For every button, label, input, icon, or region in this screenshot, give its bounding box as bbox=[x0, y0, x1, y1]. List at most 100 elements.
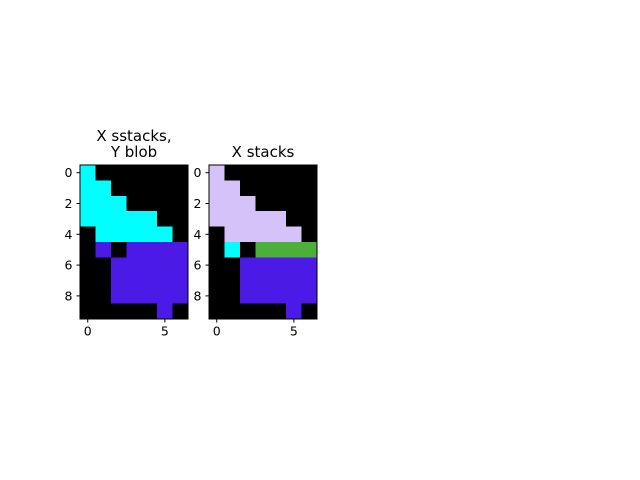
heatmap-cell bbox=[95, 195, 112, 212]
heatmap-cell bbox=[209, 180, 225, 197]
heatmap-cell bbox=[95, 180, 112, 197]
heatmap-cell bbox=[255, 226, 272, 243]
heatmap-cell bbox=[141, 180, 158, 197]
heatmap-cell bbox=[209, 165, 225, 181]
y-tick-label: 8 bbox=[65, 288, 73, 303]
heatmap-cell bbox=[172, 257, 189, 274]
heatmap-cell bbox=[301, 242, 318, 258]
heatmap-cell bbox=[172, 303, 189, 320]
heatmap-cell bbox=[95, 211, 112, 227]
y-tick-label: 6 bbox=[194, 258, 202, 273]
heatmap-cell bbox=[172, 180, 189, 197]
heatmap-cell bbox=[255, 165, 272, 181]
heatmap-cell bbox=[172, 195, 189, 212]
x-tick-label: 5 bbox=[290, 324, 298, 339]
heatmap-cell bbox=[172, 242, 189, 258]
heatmap-cell bbox=[126, 165, 143, 181]
heatmap-cell bbox=[224, 165, 241, 181]
heatmap-cell bbox=[126, 242, 143, 258]
heatmap-cell bbox=[239, 211, 256, 227]
heatmap-cell bbox=[255, 180, 272, 197]
heatmap-cell bbox=[286, 242, 302, 258]
heatmap-cell bbox=[95, 272, 112, 289]
heatmap-cell bbox=[224, 272, 241, 289]
heatmap-cell bbox=[95, 242, 112, 258]
y-tick-label: 8 bbox=[194, 288, 202, 303]
heatmap-cell bbox=[286, 165, 302, 181]
heatmap-cell bbox=[80, 303, 96, 320]
heatmap-cell bbox=[270, 257, 287, 274]
heatmap-cell bbox=[239, 288, 256, 304]
heatmap-cells bbox=[80, 165, 189, 320]
heatmap-cell bbox=[157, 195, 173, 212]
y-tick-label: 0 bbox=[194, 165, 202, 180]
heatmap-cell bbox=[209, 211, 225, 227]
chart-title-line: Y blob bbox=[110, 143, 157, 161]
heatmap-cell bbox=[209, 303, 225, 320]
heatmap-cell bbox=[239, 303, 256, 320]
heatmap-cell bbox=[301, 165, 318, 181]
heatmap-cell bbox=[270, 226, 287, 243]
heatmap-cell bbox=[301, 180, 318, 197]
heatmap-cell bbox=[157, 288, 173, 304]
x-tick-label: 0 bbox=[213, 324, 221, 339]
heatmap-cell bbox=[286, 211, 302, 227]
heatmap-cell bbox=[224, 288, 241, 304]
heatmap-panel-2: 0 5 0 2 4 6 8 X stacks bbox=[194, 143, 318, 339]
heatmap-cell bbox=[255, 195, 272, 212]
heatmap-cell bbox=[157, 180, 173, 197]
heatmap-cell bbox=[239, 180, 256, 197]
heatmap-cell bbox=[141, 242, 158, 258]
heatmap-cell bbox=[141, 195, 158, 212]
heatmap-cell bbox=[126, 180, 143, 197]
heatmap-cell bbox=[301, 303, 318, 320]
heatmap-cell bbox=[141, 211, 158, 227]
heatmap-cell bbox=[110, 272, 127, 289]
heatmap-cell bbox=[110, 195, 127, 212]
heatmap-cell bbox=[126, 226, 143, 243]
heatmap-cell bbox=[239, 257, 256, 274]
heatmap-cell bbox=[209, 272, 225, 289]
heatmap-cell bbox=[110, 226, 127, 243]
heatmap-cell bbox=[80, 165, 96, 181]
heatmap-cell bbox=[95, 303, 112, 320]
heatmap-cell bbox=[209, 257, 225, 274]
heatmap-cell bbox=[110, 211, 127, 227]
heatmap-cell bbox=[95, 257, 112, 274]
heatmap-cell bbox=[172, 226, 189, 243]
heatmap-cell bbox=[80, 272, 96, 289]
heatmap-cell bbox=[301, 226, 318, 243]
heatmap-cell bbox=[239, 272, 256, 289]
chart-title-line: X stacks bbox=[232, 143, 295, 161]
heatmap-cell bbox=[157, 257, 173, 274]
heatmap-cell bbox=[270, 180, 287, 197]
heatmap-cell bbox=[110, 303, 127, 320]
heatmap-cell bbox=[301, 195, 318, 212]
heatmap-cell bbox=[255, 211, 272, 227]
heatmap-cell bbox=[255, 272, 272, 289]
heatmap-cell bbox=[110, 242, 127, 258]
heatmap-cell bbox=[95, 226, 112, 243]
heatmap-cell bbox=[126, 257, 143, 274]
heatmap-cell bbox=[95, 288, 112, 304]
heatmap-cell bbox=[239, 242, 256, 258]
heatmap-cell bbox=[80, 226, 96, 243]
heatmap-cell bbox=[126, 272, 143, 289]
heatmap-cell bbox=[224, 257, 241, 274]
heatmap-cell bbox=[80, 242, 96, 258]
heatmap-cell bbox=[255, 303, 272, 320]
heatmap-cell bbox=[126, 211, 143, 227]
heatmap-cell bbox=[270, 195, 287, 212]
heatmap-cell bbox=[301, 211, 318, 227]
heatmap-cell bbox=[286, 303, 302, 320]
heatmap-cell bbox=[126, 303, 143, 320]
axes-frame bbox=[208, 164, 318, 320]
heatmap-cell bbox=[141, 303, 158, 320]
heatmap-cell bbox=[239, 195, 256, 212]
heatmap-cell bbox=[172, 165, 189, 181]
heatmap-cell bbox=[239, 165, 256, 181]
heatmap-cell bbox=[80, 195, 96, 212]
heatmap-cell bbox=[172, 272, 189, 289]
y-tick-label: 4 bbox=[65, 227, 73, 242]
heatmap-cell bbox=[224, 242, 241, 258]
